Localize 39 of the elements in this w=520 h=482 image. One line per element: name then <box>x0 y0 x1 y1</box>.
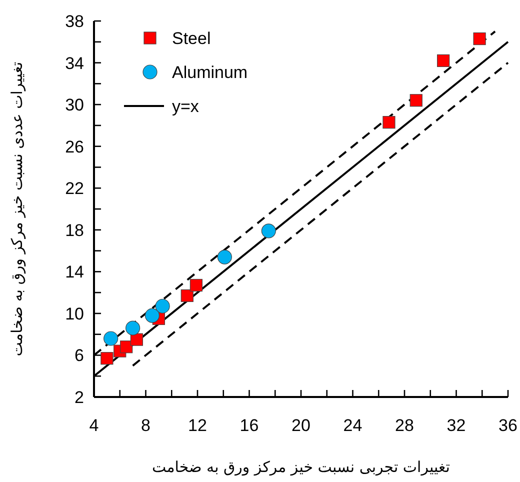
point <box>382 116 396 129</box>
point <box>120 340 133 354</box>
x-tick-label: 32 <box>446 416 466 435</box>
x-tick-label: 16 <box>240 416 259 435</box>
x-tick-label: 8 <box>141 416 150 435</box>
point <box>104 331 118 346</box>
point <box>261 224 276 238</box>
y-tick-label: 2 <box>74 388 84 407</box>
y-axis-title: تغییرات عددی نسبت خیز مرکز ورق به ضخامت <box>8 62 26 356</box>
y-tick-label: 38 <box>65 12 84 31</box>
y-tick-label: 26 <box>65 137 84 156</box>
point <box>180 289 194 302</box>
x-tick-label: 24 <box>343 416 362 435</box>
point <box>217 250 232 264</box>
y-tick-label: 30 <box>65 96 84 115</box>
point <box>100 352 114 365</box>
x-tick-label: 28 <box>395 416 414 435</box>
y-tick-label: 18 <box>65 220 84 240</box>
y-tick-label: 14 <box>65 262 84 282</box>
x-tick-label: 4 <box>89 416 99 435</box>
x-tick-label: 20 <box>292 416 310 435</box>
point <box>190 278 203 292</box>
point <box>473 32 486 46</box>
x-axis-title: تغییرات تجربی نسبت خیز مرکز ورق به ضخامت <box>152 458 450 476</box>
y-tick-label: 10 <box>65 304 84 324</box>
point <box>410 94 422 107</box>
point <box>130 333 143 346</box>
point <box>437 54 450 67</box>
point <box>155 298 170 314</box>
y-tick-label: 34 <box>65 54 84 73</box>
x-tick-label: 36 <box>498 416 518 435</box>
y-tick-label: 22 <box>65 179 84 198</box>
point <box>144 308 160 323</box>
y-tick-label: 6 <box>74 346 84 366</box>
x-tick-label: 12 <box>188 416 207 435</box>
legend-label: Aluminum <box>172 63 248 82</box>
legend-label: y=x <box>172 97 200 116</box>
point <box>126 320 140 336</box>
legend-label: Steel <box>172 29 211 48</box>
